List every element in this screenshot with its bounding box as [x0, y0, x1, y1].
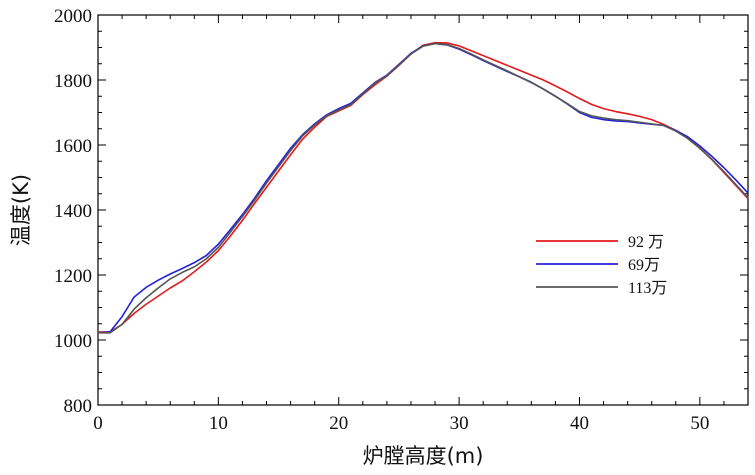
y-tick-label: 2000: [54, 6, 92, 27]
series-line-3: [98, 42, 749, 334]
y-axis-title: 温度(K): [9, 174, 33, 246]
x-axis-ticks: 0 10 20 30 40 50: [93, 15, 749, 434]
y-tick-label: 1400: [54, 201, 92, 222]
legend: 92 万 69万 113万: [536, 234, 667, 297]
legend-label-2: 69万: [628, 257, 660, 274]
series-lines: [97, 41, 749, 334]
x-tick-label: 40: [570, 413, 589, 434]
y-tick-label: 1200: [54, 266, 92, 287]
plot-frame: [97, 14, 749, 406]
x-axis-title: 炉膛高度(m): [363, 444, 484, 468]
x-tick-label: 50: [690, 413, 709, 434]
x-tick-label: 0: [93, 413, 103, 434]
y-tick-label: 800: [64, 396, 93, 417]
legend-label-3: 113万: [628, 280, 667, 297]
plot-area-border: [97, 14, 749, 406]
y-tick-label: 1600: [54, 136, 92, 157]
x-tick-label: 10: [209, 413, 228, 434]
y-axis-ticks: 800 1000 1200 1400 1600 1800 2000: [54, 6, 748, 417]
y-tick-label: 1000: [54, 331, 92, 352]
legend-label-1: 92 万: [628, 234, 664, 251]
y-tick-label: 1800: [54, 71, 92, 92]
x-tick-label: 20: [329, 413, 348, 434]
x-tick-label: 30: [450, 413, 469, 434]
